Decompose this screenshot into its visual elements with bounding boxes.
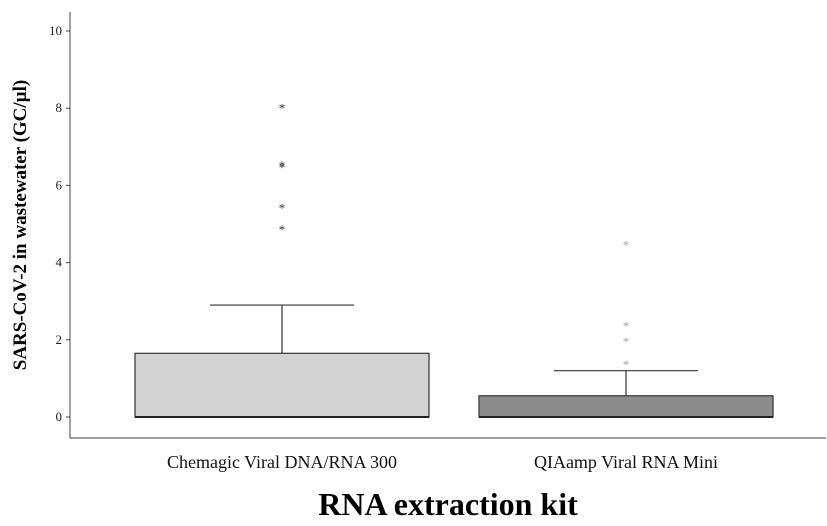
box-group: **** [478,237,774,418]
y-tick-label: 2 [56,332,63,347]
outlier-star: * [623,357,630,372]
outlier-star: * [279,158,286,173]
outlier-star: * [623,318,630,333]
axes-layer: 0 2 4 6 8 10 Chemagic Viral DNA/RNA 300 QIAamp … [49,12,826,472]
outlier-star: * [279,160,286,175]
labels-layer: SARS-CoV-2 in wastewater (GC/µl) RNA ext… [10,80,578,522]
outlier-star: * [279,100,286,115]
y-tick-label: 10 [49,23,62,38]
boxes-layer: ********* [134,100,774,418]
box-iqr [134,352,430,418]
x-axis-label: RNA extraction kit [318,486,578,521]
outlier-star: * [279,222,286,237]
y-tick-label: 0 [56,409,63,424]
y-tick-label: 6 [56,177,63,192]
box-group: ***** [134,100,430,418]
y-tick-label: 4 [56,255,63,270]
outlier-star: * [279,201,286,216]
outlier-star: * [623,237,630,252]
x-category-label: Chemagic Viral DNA/RNA 300 [167,452,397,472]
x-category-label: QIAamp Viral RNA Mini [534,452,718,472]
outlier-star: * [623,334,630,349]
box-iqr [478,395,774,418]
y-axis-label: SARS-CoV-2 in wastewater (GC/µl) [10,80,31,370]
y-tick-label: 8 [56,100,63,115]
